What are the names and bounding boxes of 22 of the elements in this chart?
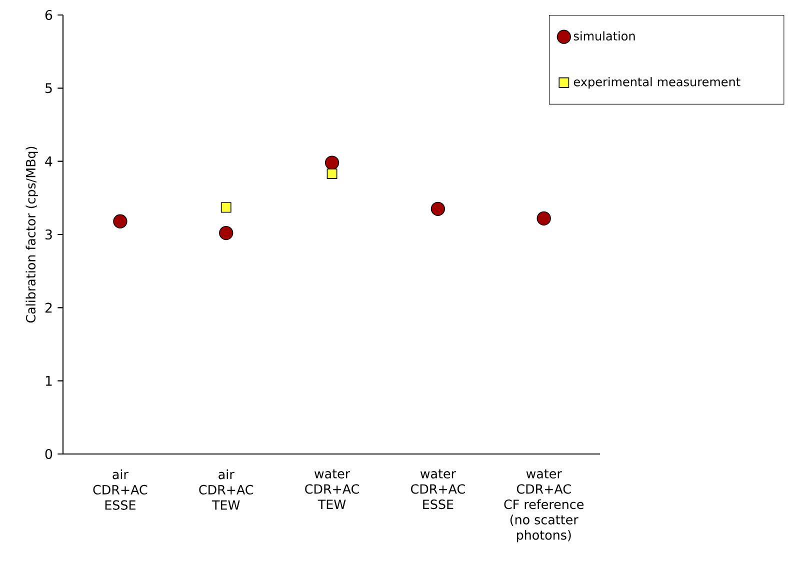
x-tick-label: water CDR+AC ESSE (411, 469, 465, 510)
x-tick-label: water CDR+AC TEW (305, 469, 359, 509)
y-tick-label: 6 (45, 10, 52, 20)
y-tick-label: 3 (46, 229, 52, 240)
x-tick-label: air CDR+AC TEW (199, 469, 254, 510)
point (324, 156, 340, 170)
x-tick-label: air CDR+AC ESSE (93, 469, 148, 510)
y-tick-label: 0 (45, 448, 52, 460)
point (536, 211, 551, 226)
legend-label: simulation (574, 31, 635, 41)
y-tick-label: 4 (45, 156, 52, 166)
point (113, 214, 128, 228)
point (430, 202, 446, 216)
y-tick-label: 5 (46, 83, 52, 94)
point (219, 226, 234, 240)
point (326, 168, 338, 179)
point (220, 202, 232, 213)
x-tick-label: water CDR+AC CF reference (no scatter photons) (504, 469, 584, 542)
legend-label: experimental measurement (574, 77, 740, 89)
y-tick-label: 2 (45, 302, 52, 313)
y-tick-label: 1 (46, 376, 52, 386)
y-axis-title: Calibration factor (cps/MBq) (26, 146, 38, 323)
